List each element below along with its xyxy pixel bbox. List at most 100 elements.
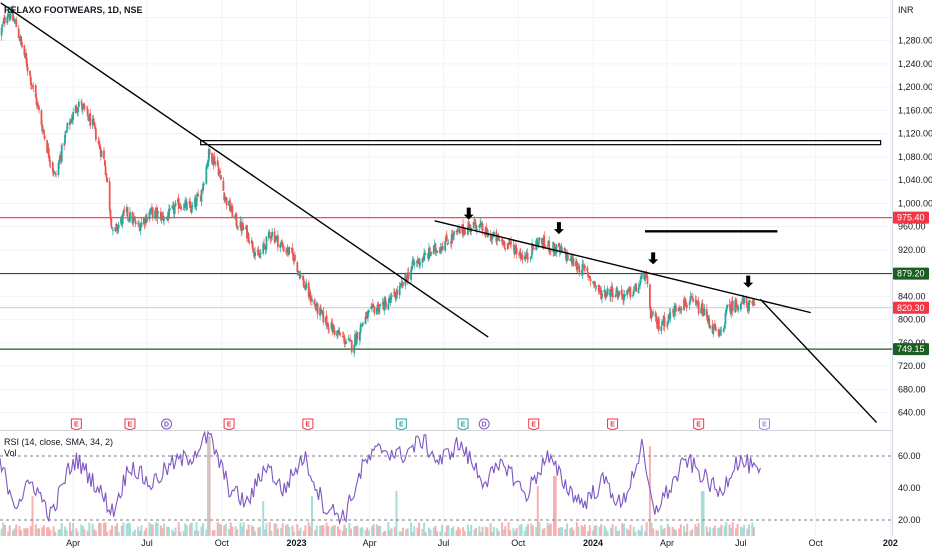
volume-bar — [2, 522, 5, 536]
volume-bar — [717, 528, 720, 536]
volume-bar — [163, 523, 166, 536]
event-marker-letter: E — [610, 422, 615, 429]
volume-bar — [627, 530, 630, 536]
volume-bar — [291, 525, 294, 536]
candle-body — [503, 241, 506, 249]
volume-bar — [730, 527, 733, 536]
volume-bar — [450, 528, 453, 536]
volume-bar — [127, 522, 130, 536]
candle-body — [632, 290, 635, 295]
volume-bar — [405, 529, 408, 536]
candle-body — [737, 308, 740, 310]
volume-bar — [75, 528, 78, 536]
candle-body — [259, 254, 261, 258]
candle-body — [42, 129, 45, 134]
candle-body — [288, 247, 291, 255]
candle-body — [606, 288, 609, 296]
candle-body — [651, 313, 654, 316]
candle-body — [485, 227, 488, 232]
candle-body — [267, 231, 270, 238]
candle-body — [362, 322, 365, 324]
time-axis[interactable]: Apr Jul Oct 2023 Apr Jul Oct 2024 Apr Jul Oct 202 — [66, 538, 898, 548]
volume-bar — [650, 522, 653, 536]
candle-body — [652, 312, 655, 314]
volume-bar — [748, 524, 751, 536]
volume-bar — [416, 527, 419, 536]
candle-body — [612, 296, 615, 297]
candle-body — [703, 308, 706, 315]
volume-bar — [322, 525, 325, 536]
volume-bar — [621, 523, 624, 536]
volume-bar — [239, 522, 242, 536]
candle-body — [603, 289, 606, 293]
volume-bar — [3, 524, 6, 536]
candle-body — [205, 166, 208, 184]
candle-body — [718, 332, 721, 337]
volume-bar — [309, 526, 312, 536]
candle-body — [735, 300, 737, 305]
candle-body — [262, 243, 265, 254]
candle-body — [109, 210, 112, 218]
volume-bar — [182, 530, 185, 536]
volume-bar — [520, 523, 523, 536]
candle-body — [626, 290, 629, 296]
volume-bar — [614, 526, 617, 536]
volume-bar — [133, 529, 136, 536]
volume-bar — [379, 525, 382, 536]
volume-bar — [148, 522, 151, 536]
candle-body — [168, 208, 170, 219]
candle-body — [428, 247, 431, 255]
candle-body — [560, 246, 563, 252]
candle-body — [345, 341, 347, 344]
candle-body — [60, 144, 63, 162]
volume-bar — [349, 528, 352, 536]
candle-body — [709, 325, 711, 329]
earnings-marker — [70, 418, 82, 431]
volume-bar — [167, 526, 170, 536]
volume-bar — [270, 530, 273, 536]
candle-body — [373, 306, 376, 314]
candle-body — [110, 217, 113, 227]
volume-bar — [268, 522, 271, 536]
volume-bar — [80, 524, 83, 536]
candle-body — [491, 235, 494, 240]
volume-bar — [11, 530, 14, 536]
volume-bar — [338, 529, 341, 536]
volume-bar — [496, 528, 499, 536]
candle-body — [242, 222, 244, 230]
candle-body — [251, 241, 254, 250]
candle-body — [462, 224, 464, 234]
volume-bar — [231, 526, 234, 536]
volume-bar — [13, 528, 16, 536]
current-price-tag-label: 820.30 — [897, 303, 925, 313]
candle-body — [469, 225, 472, 231]
volume-bar — [88, 522, 91, 536]
volume-bar — [663, 528, 666, 536]
candle-body — [293, 254, 296, 261]
price-tick-label: 1,000.00 — [898, 198, 932, 208]
time-tick-label: Apr — [66, 538, 80, 548]
volume-bar — [202, 523, 205, 536]
down-arrow-icon — [463, 207, 474, 220]
rsi-axis[interactable]: 20.00 40.00 60.00 — [898, 451, 921, 525]
volume-bar — [242, 522, 245, 536]
candle-body — [259, 252, 262, 254]
candle-body — [669, 312, 672, 319]
candle-body — [358, 332, 361, 341]
volume-bar — [23, 528, 26, 536]
volume-bar — [20, 530, 23, 536]
candle-body — [532, 248, 535, 250]
volume-bar — [577, 526, 580, 536]
candle-body — [182, 209, 185, 210]
candle-body — [103, 150, 105, 160]
event-marker-letter: E — [227, 422, 232, 429]
volume-bar — [47, 527, 50, 536]
candle-body — [447, 242, 450, 244]
candle-body — [660, 325, 663, 332]
time-tick-label: 2024 — [583, 538, 603, 548]
candle-body — [370, 306, 373, 310]
candle-body — [650, 313, 653, 318]
volume-bar — [280, 528, 283, 536]
candle-body — [347, 338, 350, 340]
